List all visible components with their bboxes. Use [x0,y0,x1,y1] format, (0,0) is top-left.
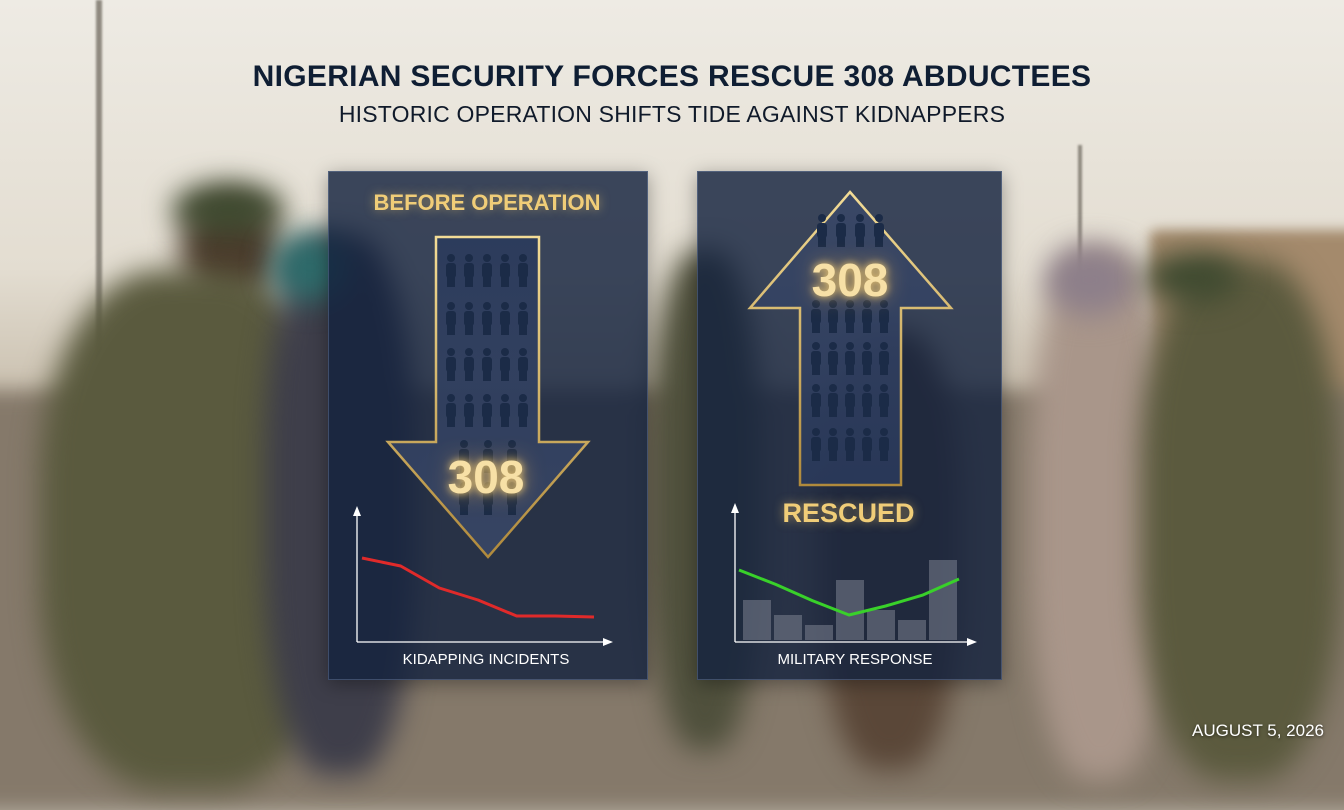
person-silhouette-icon [862,428,872,461]
person-silhouette-icon [459,482,469,515]
person-silhouette-icon [862,300,872,333]
person-silhouette-icon [507,440,517,473]
person-silhouette-icon [862,342,872,375]
person-silhouette-icon [828,300,838,333]
response-bar [743,600,771,640]
person-silhouette-icon [482,394,492,427]
before-operation-heading: BEFORE OPERATION [373,190,601,215]
person-silhouette-icon [845,300,855,333]
person-silhouette-icon [459,440,469,473]
person-silhouette-icon [874,214,884,247]
person-silhouette-icon [836,214,846,247]
person-silhouette-icon [811,342,821,375]
person-silhouette-icon [811,428,821,461]
person-silhouette-icon [811,384,821,417]
person-silhouette-icon [483,482,493,515]
before-operation-panel [328,171,648,680]
kidnapping-trend-line [361,556,595,619]
headline-title: NIGERIAN SECURITY FORCES RESCUE 308 ABDU… [252,60,1092,93]
person-silhouette-icon [500,348,510,381]
person-silhouette-icon [464,394,474,427]
person-silhouette-icon [828,342,838,375]
before-number: 308 [447,451,525,503]
person-silhouette-icon [879,342,889,375]
person-silhouette-icon [464,348,474,381]
response-bar [929,560,957,640]
person-silhouette-icon [518,302,528,335]
person-silhouette-icon [507,482,517,515]
person-silhouette-icon [482,348,492,381]
person-silhouette-icon [446,394,456,427]
person-silhouette-icon [464,302,474,335]
person-silhouette-icon [855,214,865,247]
person-silhouette-icon [879,300,889,333]
kidnapping-incidents-label: KIDAPPING INCIDENTS [402,651,570,668]
person-silhouette-icon [811,300,821,333]
military-response-trend-line [738,568,960,617]
person-silhouette-icon [879,384,889,417]
rescued-heading: RESCUED [782,498,915,528]
person-silhouette-icon [518,254,528,287]
chart-axes-after [731,503,977,646]
person-silhouette-icon [446,254,456,287]
response-bars [743,560,957,640]
headline-subtitle: HISTORIC OPERATION SHIFTS TIDE AGAINST K… [338,101,1006,127]
chart-axes-before [353,506,613,646]
person-silhouette-icon [500,394,510,427]
person-silhouette-icon [518,394,528,427]
person-silhouette-icon [446,348,456,381]
person-silhouette-icon [518,348,528,381]
person-silhouette-icon [482,302,492,335]
response-bar [836,580,864,640]
military-response-label: MILITARY RESPONSE [777,651,933,668]
utility-pole-left [96,0,102,400]
people-grid-before [446,254,528,515]
person-silhouette-icon [845,342,855,375]
person-silhouette-icon [879,428,889,461]
response-bar [867,610,895,640]
soldier-left-cap [172,183,284,235]
rescued-panel-graphics [731,190,977,646]
before-panel-graphics [353,235,613,646]
person-silhouette-icon [845,428,855,461]
rescued-number: 308 [811,254,889,306]
person-silhouette-icon [483,440,493,473]
rescued-panel [697,171,1002,680]
person-silhouette-icon [817,214,827,247]
response-bar [898,620,926,640]
person-silhouette-icon [845,384,855,417]
person-silhouette-icon [446,302,456,335]
soldier-right [1140,260,1340,780]
woman-right-headwrap [1045,245,1135,315]
date-stamp: AUGUST 5, 2026 [1192,721,1324,740]
response-bar [805,625,833,640]
person-silhouette-icon [500,302,510,335]
people-grid-after [811,214,889,461]
response-bar [774,615,802,640]
person-silhouette-icon [482,254,492,287]
person-silhouette-icon [828,428,838,461]
person-silhouette-icon [862,384,872,417]
person-silhouette-icon [828,384,838,417]
person-silhouette-icon [464,254,474,287]
person-silhouette-icon [500,254,510,287]
soldier-right-cap [1145,252,1240,302]
up-arrow [747,190,954,487]
